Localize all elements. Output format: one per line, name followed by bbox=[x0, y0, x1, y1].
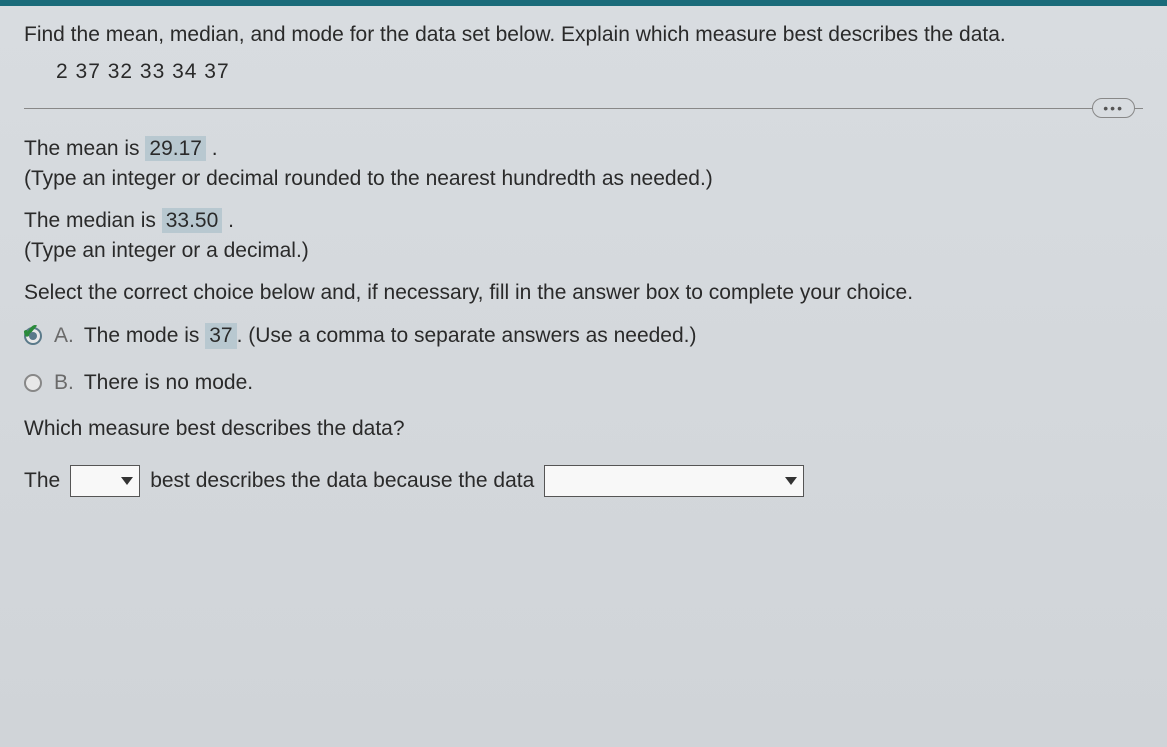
radio-choice-a[interactable]: ✔ bbox=[24, 327, 42, 345]
mean-answer-line: The mean is 29.17 . bbox=[24, 137, 1143, 161]
choice-a-letter: A. bbox=[54, 324, 74, 348]
median-answer-line: The median is 33.50 . bbox=[24, 209, 1143, 233]
divider-container: ••• bbox=[24, 108, 1143, 109]
choice-b-text: There is no mode. bbox=[84, 371, 253, 395]
mean-label-prefix: The mean is bbox=[24, 137, 145, 160]
sentence-part1: The bbox=[24, 469, 60, 493]
question-content: Find the mean, median, and mode for the … bbox=[0, 6, 1167, 509]
mean-hint: (Type an integer or decimal rounded to t… bbox=[24, 167, 1143, 191]
choice-a-text-prefix: The mode is bbox=[84, 324, 200, 348]
more-options-button[interactable]: ••• bbox=[1092, 98, 1135, 118]
data-set-values: 2 37 32 33 34 37 bbox=[56, 60, 1143, 84]
median-label-suffix: . bbox=[222, 209, 234, 232]
choice-b-row[interactable]: B. There is no mode. bbox=[24, 371, 1143, 395]
mode-value-input[interactable]: 37 bbox=[205, 323, 236, 349]
median-value-input[interactable]: 33.50 bbox=[162, 208, 223, 233]
choice-b-letter: B. bbox=[54, 371, 74, 395]
choice-instruction: Select the correct choice below and, if … bbox=[24, 281, 1143, 305]
final-question: Which measure best describes the data? bbox=[24, 417, 1143, 441]
median-hint: (Type an integer or a decimal.) bbox=[24, 239, 1143, 263]
question-prompt: Find the mean, median, and mode for the … bbox=[24, 18, 1143, 52]
mean-value-input[interactable]: 29.17 bbox=[145, 136, 206, 161]
choice-a-row[interactable]: ✔ A. The mode is 37 . (Use a comma to se… bbox=[24, 323, 1143, 349]
sentence-part2: best describes the data because the data bbox=[150, 469, 534, 493]
section-divider bbox=[24, 108, 1143, 109]
reason-dropdown[interactable] bbox=[544, 465, 804, 497]
fill-in-sentence: The best describes the data because the … bbox=[24, 465, 1143, 497]
measure-dropdown[interactable] bbox=[70, 465, 140, 497]
radio-choice-b[interactable] bbox=[24, 374, 42, 392]
chevron-down-icon bbox=[121, 477, 133, 485]
checkmark-icon: ✔ bbox=[22, 319, 39, 344]
median-label-prefix: The median is bbox=[24, 209, 162, 232]
mean-label-suffix: . bbox=[206, 137, 218, 160]
choice-a-text-suffix: . (Use a comma to separate answers as ne… bbox=[237, 324, 697, 348]
chevron-down-icon bbox=[785, 477, 797, 485]
